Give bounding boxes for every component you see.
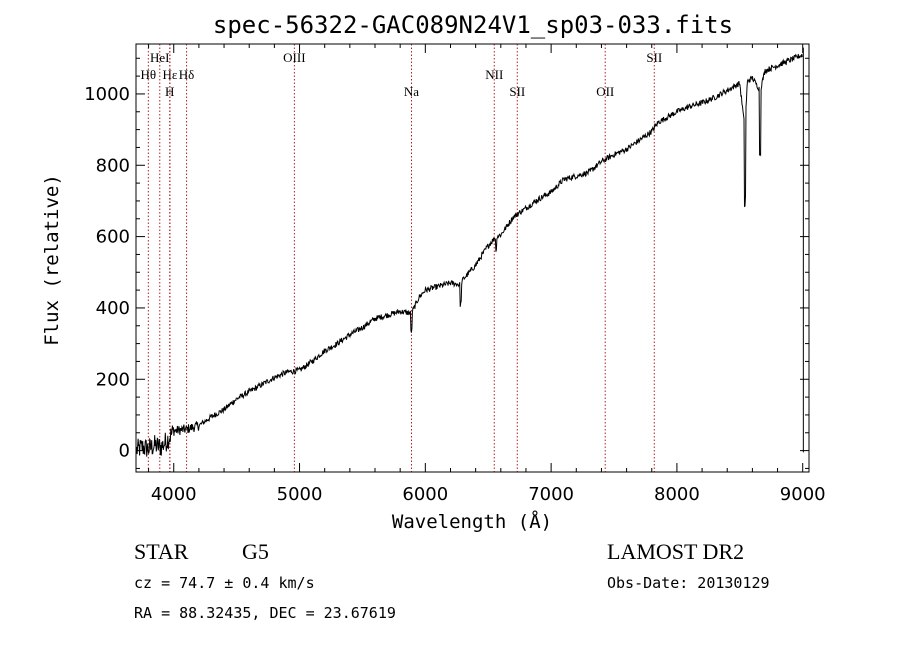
line-marker-label: NII — [485, 67, 503, 82]
series-layer — [136, 47, 804, 457]
x-tick-label: 6000 — [402, 484, 448, 505]
line-marker-label: OIII — [283, 50, 305, 65]
x-axis: 4000 5000 6000 7000 8000 9000 — [148, 44, 826, 505]
line-markers: Hε Hθ HeI H Hδ OIII Na NII SII OII SII — [141, 44, 662, 472]
line-marker-label: Hδ — [179, 67, 195, 82]
plot-frame — [135, 43, 810, 473]
redshift-text: cz = 74.7 ± 0.4 km/s — [134, 574, 315, 592]
line-marker-label: SII — [509, 84, 525, 99]
line-marker-label: Hε — [163, 67, 178, 82]
y-axis-label: Flux (relative) — [41, 174, 63, 346]
y-tick-label: 600 — [96, 227, 130, 248]
line-marker-label: HeI — [150, 50, 170, 65]
x-tick-label: 9000 — [780, 484, 826, 505]
y-axis: 0 200 400 600 800 1000 — [84, 57, 809, 469]
y-tick-label: 200 — [96, 369, 130, 390]
x-axis-label: Wavelength (Å) — [392, 510, 552, 533]
object-subclass: G5 — [242, 539, 269, 564]
x-tick-label: 7000 — [528, 484, 574, 505]
y-tick-label: 400 — [96, 298, 130, 319]
chart-title: spec-56322-GAC089N24V1_sp03-033.fits — [213, 11, 733, 39]
coordinates: RA = 88.32435, DEC = 23.67619 — [134, 604, 396, 622]
line-marker-label: Na — [404, 84, 419, 99]
y-tick-label: 0 — [119, 441, 130, 462]
obs-date: Obs-Date: 20130129 — [607, 574, 770, 592]
line-marker-label: H — [165, 84, 174, 99]
line-marker-label: OII — [596, 84, 614, 99]
x-tick-label: 8000 — [654, 484, 700, 505]
y-tick-label: 1000 — [84, 84, 130, 105]
spectrum-line — [136, 53, 803, 457]
x-tick-label: 5000 — [277, 484, 323, 505]
object-class: STAR — [134, 539, 189, 564]
survey-name: LAMOST DR2 — [607, 539, 745, 564]
line-marker-label: SII — [646, 50, 662, 65]
line-marker-label: Hθ — [141, 67, 157, 82]
y-tick-label: 800 — [96, 155, 130, 176]
x-tick-label: 4000 — [151, 484, 197, 505]
